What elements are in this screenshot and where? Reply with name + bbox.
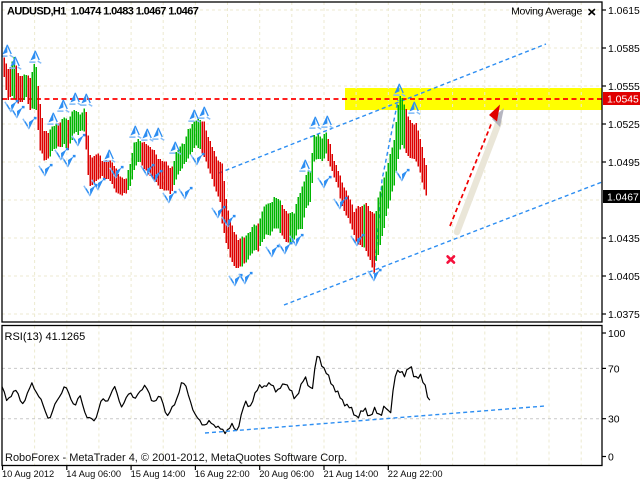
svg-text:1.0435: 1.0435 (608, 234, 640, 245)
svg-text:30: 30 (608, 415, 620, 426)
svg-text:RSI(13) 41.1265: RSI(13) 41.1265 (5, 331, 86, 343)
svg-text:1.0615: 1.0615 (608, 6, 640, 17)
svg-text:1.0405: 1.0405 (608, 272, 640, 283)
svg-text:RoboForex - MetaTrader 4, © 20: RoboForex - MetaTrader 4, © 2001-2012, M… (5, 452, 347, 464)
svg-text:20 Aug 06:00: 20 Aug 06:00 (259, 469, 314, 479)
svg-text:1.0375: 1.0375 (608, 310, 640, 321)
svg-text:100: 100 (608, 329, 626, 340)
svg-text:22 Aug 22:00: 22 Aug 22:00 (388, 469, 443, 479)
svg-text:Moving Average: Moving Average (511, 6, 582, 18)
svg-text:1.0545: 1.0545 (607, 95, 639, 106)
svg-text:10 Aug 2012: 10 Aug 2012 (2, 469, 54, 479)
svg-text:AUDUSD,H1 1.0474 1.0483 1.046: AUDUSD,H1 1.0474 1.0483 1.0467 1.0467 (7, 6, 199, 18)
svg-text:1.0495: 1.0495 (608, 158, 640, 169)
svg-text:1.0555: 1.0555 (608, 82, 640, 93)
svg-text:14 Aug 06:00: 14 Aug 06:00 (66, 469, 121, 479)
svg-text:16 Aug 22:00: 16 Aug 22:00 (195, 469, 250, 479)
svg-text:15 Aug 14:00: 15 Aug 14:00 (131, 469, 186, 479)
svg-text:1.0467: 1.0467 (607, 193, 639, 204)
svg-text:1.0585: 1.0585 (608, 44, 640, 55)
svg-text:0: 0 (608, 453, 614, 464)
svg-text:1.0525: 1.0525 (608, 120, 640, 131)
svg-text:21 Aug 14:00: 21 Aug 14:00 (324, 469, 379, 479)
svg-text:70: 70 (608, 364, 620, 375)
